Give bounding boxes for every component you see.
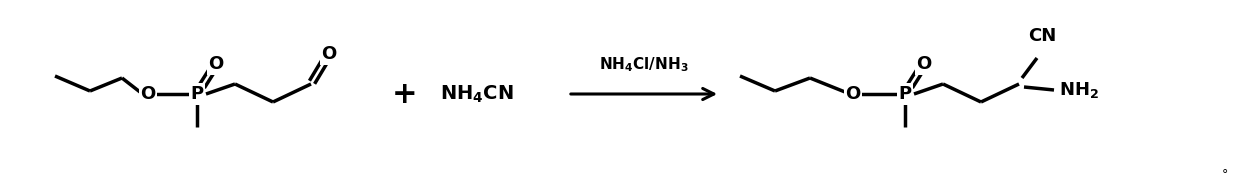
Text: P: P xyxy=(899,85,911,103)
Text: +: + xyxy=(392,79,417,108)
Text: $\mathbf{NH_4CN}$: $\mathbf{NH_4CN}$ xyxy=(439,83,514,105)
Text: $\mathbf{NH_2}$: $\mathbf{NH_2}$ xyxy=(1058,80,1099,100)
Text: $\mathbf{NH_4Cl/NH_3}$: $\mathbf{NH_4Cl/NH_3}$ xyxy=(599,55,688,74)
Text: °: ° xyxy=(1222,168,1228,182)
Text: O: O xyxy=(916,55,932,73)
Text: O: O xyxy=(322,45,337,63)
Text: O: O xyxy=(846,85,860,103)
Text: O: O xyxy=(208,55,224,73)
Text: O: O xyxy=(140,85,156,103)
Text: CN: CN xyxy=(1028,27,1056,45)
Text: P: P xyxy=(191,85,203,103)
